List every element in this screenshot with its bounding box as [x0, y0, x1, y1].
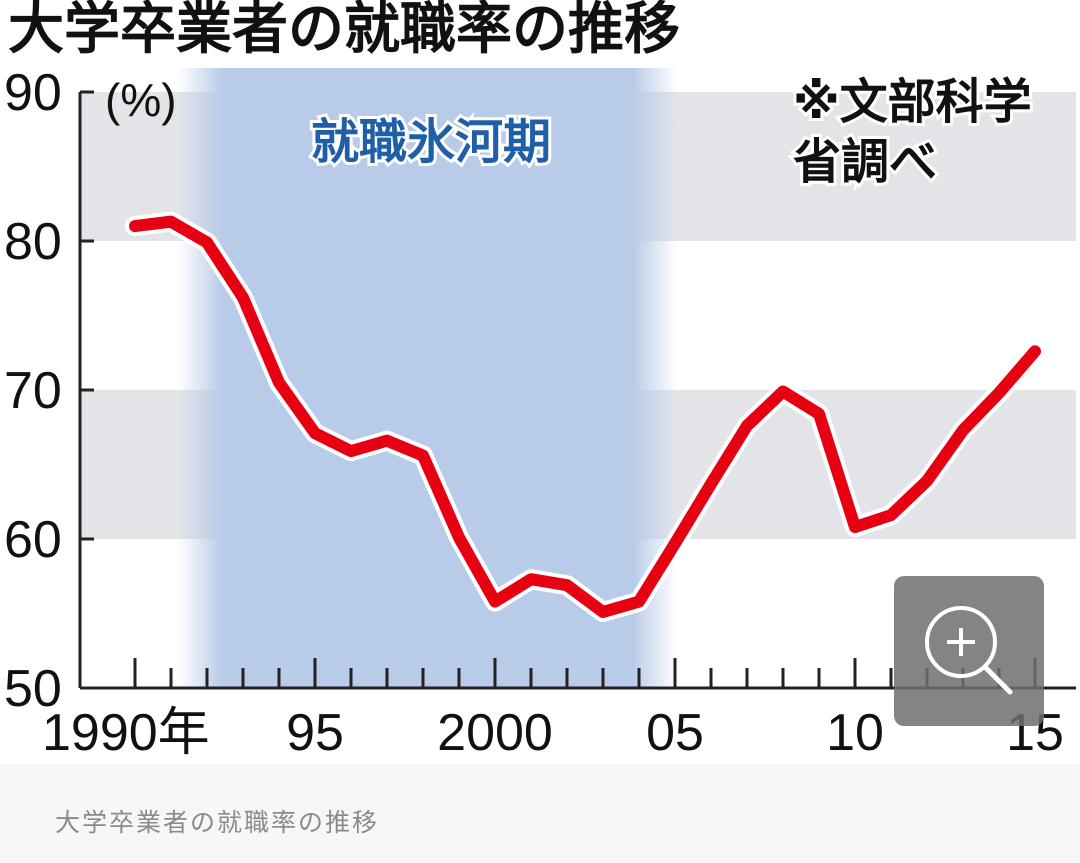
data-point [386, 440, 388, 442]
y-tick-label: 80 [4, 213, 62, 271]
x-tick-label: 2000 [437, 704, 553, 762]
data-point [602, 611, 604, 613]
x-tick-label: 95 [286, 704, 344, 762]
data-point [638, 601, 640, 603]
chart-title: 大学卒業者の就職率の推移 [8, 0, 680, 62]
y-tick-label: 90 [4, 64, 62, 122]
data-point [710, 483, 712, 485]
y-axis-unit-label: (%) [105, 74, 177, 126]
data-point [314, 432, 316, 434]
data-point [926, 480, 928, 482]
image-caption: 大学卒業者の就職率の推移 [55, 808, 380, 837]
x-tick-labels: 1990年 95 2000 05 10 15 [42, 704, 1064, 762]
x-tick-label: 10 [826, 704, 884, 762]
zoom-in-icon [925, 606, 1013, 695]
data-point [350, 450, 352, 452]
source-note-line-1: ※文部科学 [793, 74, 1032, 130]
y-tick-label: 70 [4, 362, 62, 420]
data-point [530, 578, 532, 580]
data-point [278, 382, 280, 384]
source-note-line-2: 省調べ [793, 134, 937, 190]
data-point [854, 526, 856, 528]
data-point [962, 429, 964, 431]
data-point [170, 221, 172, 223]
data-point [998, 392, 1000, 394]
x-tick-label: 05 [646, 704, 704, 762]
data-point [422, 455, 424, 457]
series-group [125, 211, 1045, 623]
x-tick-label: 1990年 [42, 704, 210, 762]
zoom-button[interactable] [894, 576, 1044, 726]
y-tick-label: 60 [4, 511, 62, 569]
data-point [206, 241, 208, 243]
data-point [674, 542, 676, 544]
data-point [746, 425, 748, 427]
data-point [134, 225, 136, 227]
series-line [129, 215, 1041, 619]
data-point [1034, 350, 1036, 352]
data-point [818, 413, 820, 415]
ice-age-label: 就職氷河期 [311, 114, 551, 170]
y-tick-label: 50 [4, 660, 62, 718]
data-point [890, 514, 892, 516]
data-point [566, 584, 568, 586]
data-point [458, 537, 460, 539]
line-chart: 就職氷河期 大学卒業者の就職率の推移 ※文部科学 省調べ (%) 50 60 70 8… [4, 0, 1076, 762]
data-point [242, 297, 244, 299]
y-tick-labels: 50 60 70 80 90 [4, 64, 62, 718]
data-point [494, 601, 496, 603]
ice-age-shaded-region [178, 68, 677, 688]
caption-bar [0, 764, 1080, 863]
data-point [782, 390, 784, 392]
